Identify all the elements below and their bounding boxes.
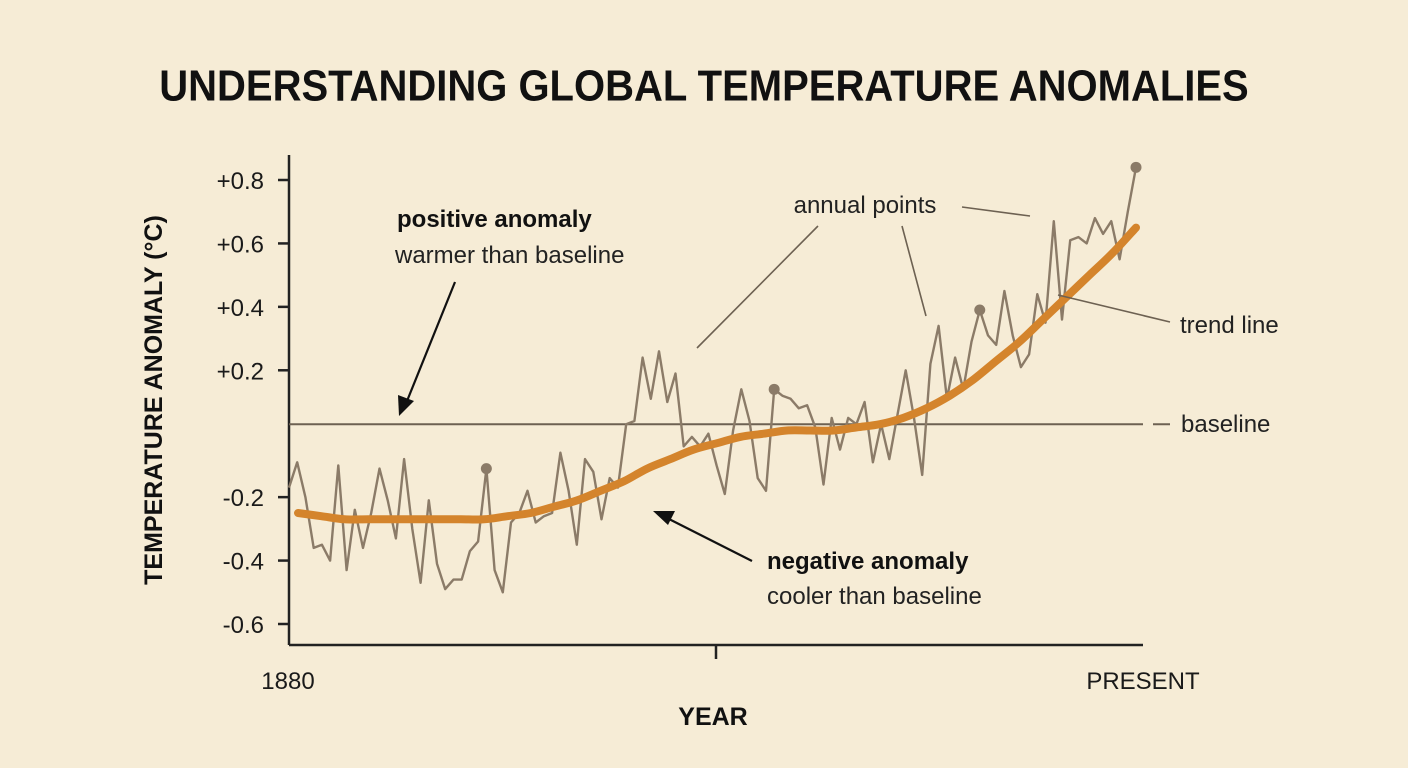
y-tick-label: +0.8: [217, 168, 264, 195]
negative-anomaly-title: negative anomaly: [767, 548, 969, 575]
x-tick-label-end: PRESENT: [1086, 668, 1200, 695]
annual-point-marker: [768, 383, 780, 395]
annual-points-line: [287, 167, 1138, 594]
negative-anomaly-arrowhead: [653, 511, 675, 525]
trend-line: [294, 223, 1140, 524]
y-tick-label: -0.6: [223, 612, 264, 639]
annual-points-leader-3: [961, 206, 1031, 217]
annual-points-leader-1: [901, 225, 927, 317]
positive-anomaly-title: positive anomaly: [397, 206, 592, 233]
trend-line-leader: [1057, 294, 1171, 323]
x-axis-label: YEAR: [678, 703, 747, 731]
positive-anomaly-subtitle: warmer than baseline: [394, 242, 624, 269]
negative-anomaly-arrow-shaft: [664, 516, 753, 562]
negative-anomaly-subtitle: cooler than baseline: [767, 583, 982, 610]
y-tick-label: -0.4: [223, 549, 264, 576]
baseline-label: baseline: [1181, 411, 1270, 438]
positive-anomaly-arrowhead: [398, 395, 414, 416]
y-tick-label: +0.2: [217, 358, 264, 385]
annual-points-markers: [480, 161, 1142, 475]
chart-title: UNDERSTANDING GLOBAL TEMPERATURE ANOMALI…: [159, 61, 1248, 110]
y-tick-label: +0.6: [217, 231, 264, 258]
x-tick-label-start: 1880: [261, 668, 314, 695]
y-axis-label: TEMPERATURE ANOMALY (°C): [140, 215, 168, 585]
annual-points-label: annual points: [794, 192, 937, 219]
positive-anomaly-arrow-shaft: [403, 281, 457, 407]
y-axis-ticks: +0.8 +0.6 +0.4 +0.2 -0.2 -0.4 -0.6: [217, 168, 289, 639]
y-tick-label: -0.2: [223, 485, 264, 512]
annual-points-leader-2: [696, 225, 819, 349]
trend-line-label: trend line: [1180, 312, 1279, 339]
y-tick-label: +0.4: [217, 295, 264, 322]
annual-point-marker: [480, 463, 492, 475]
annual-point-marker: [974, 304, 986, 316]
annual-point-marker: [1130, 161, 1142, 173]
